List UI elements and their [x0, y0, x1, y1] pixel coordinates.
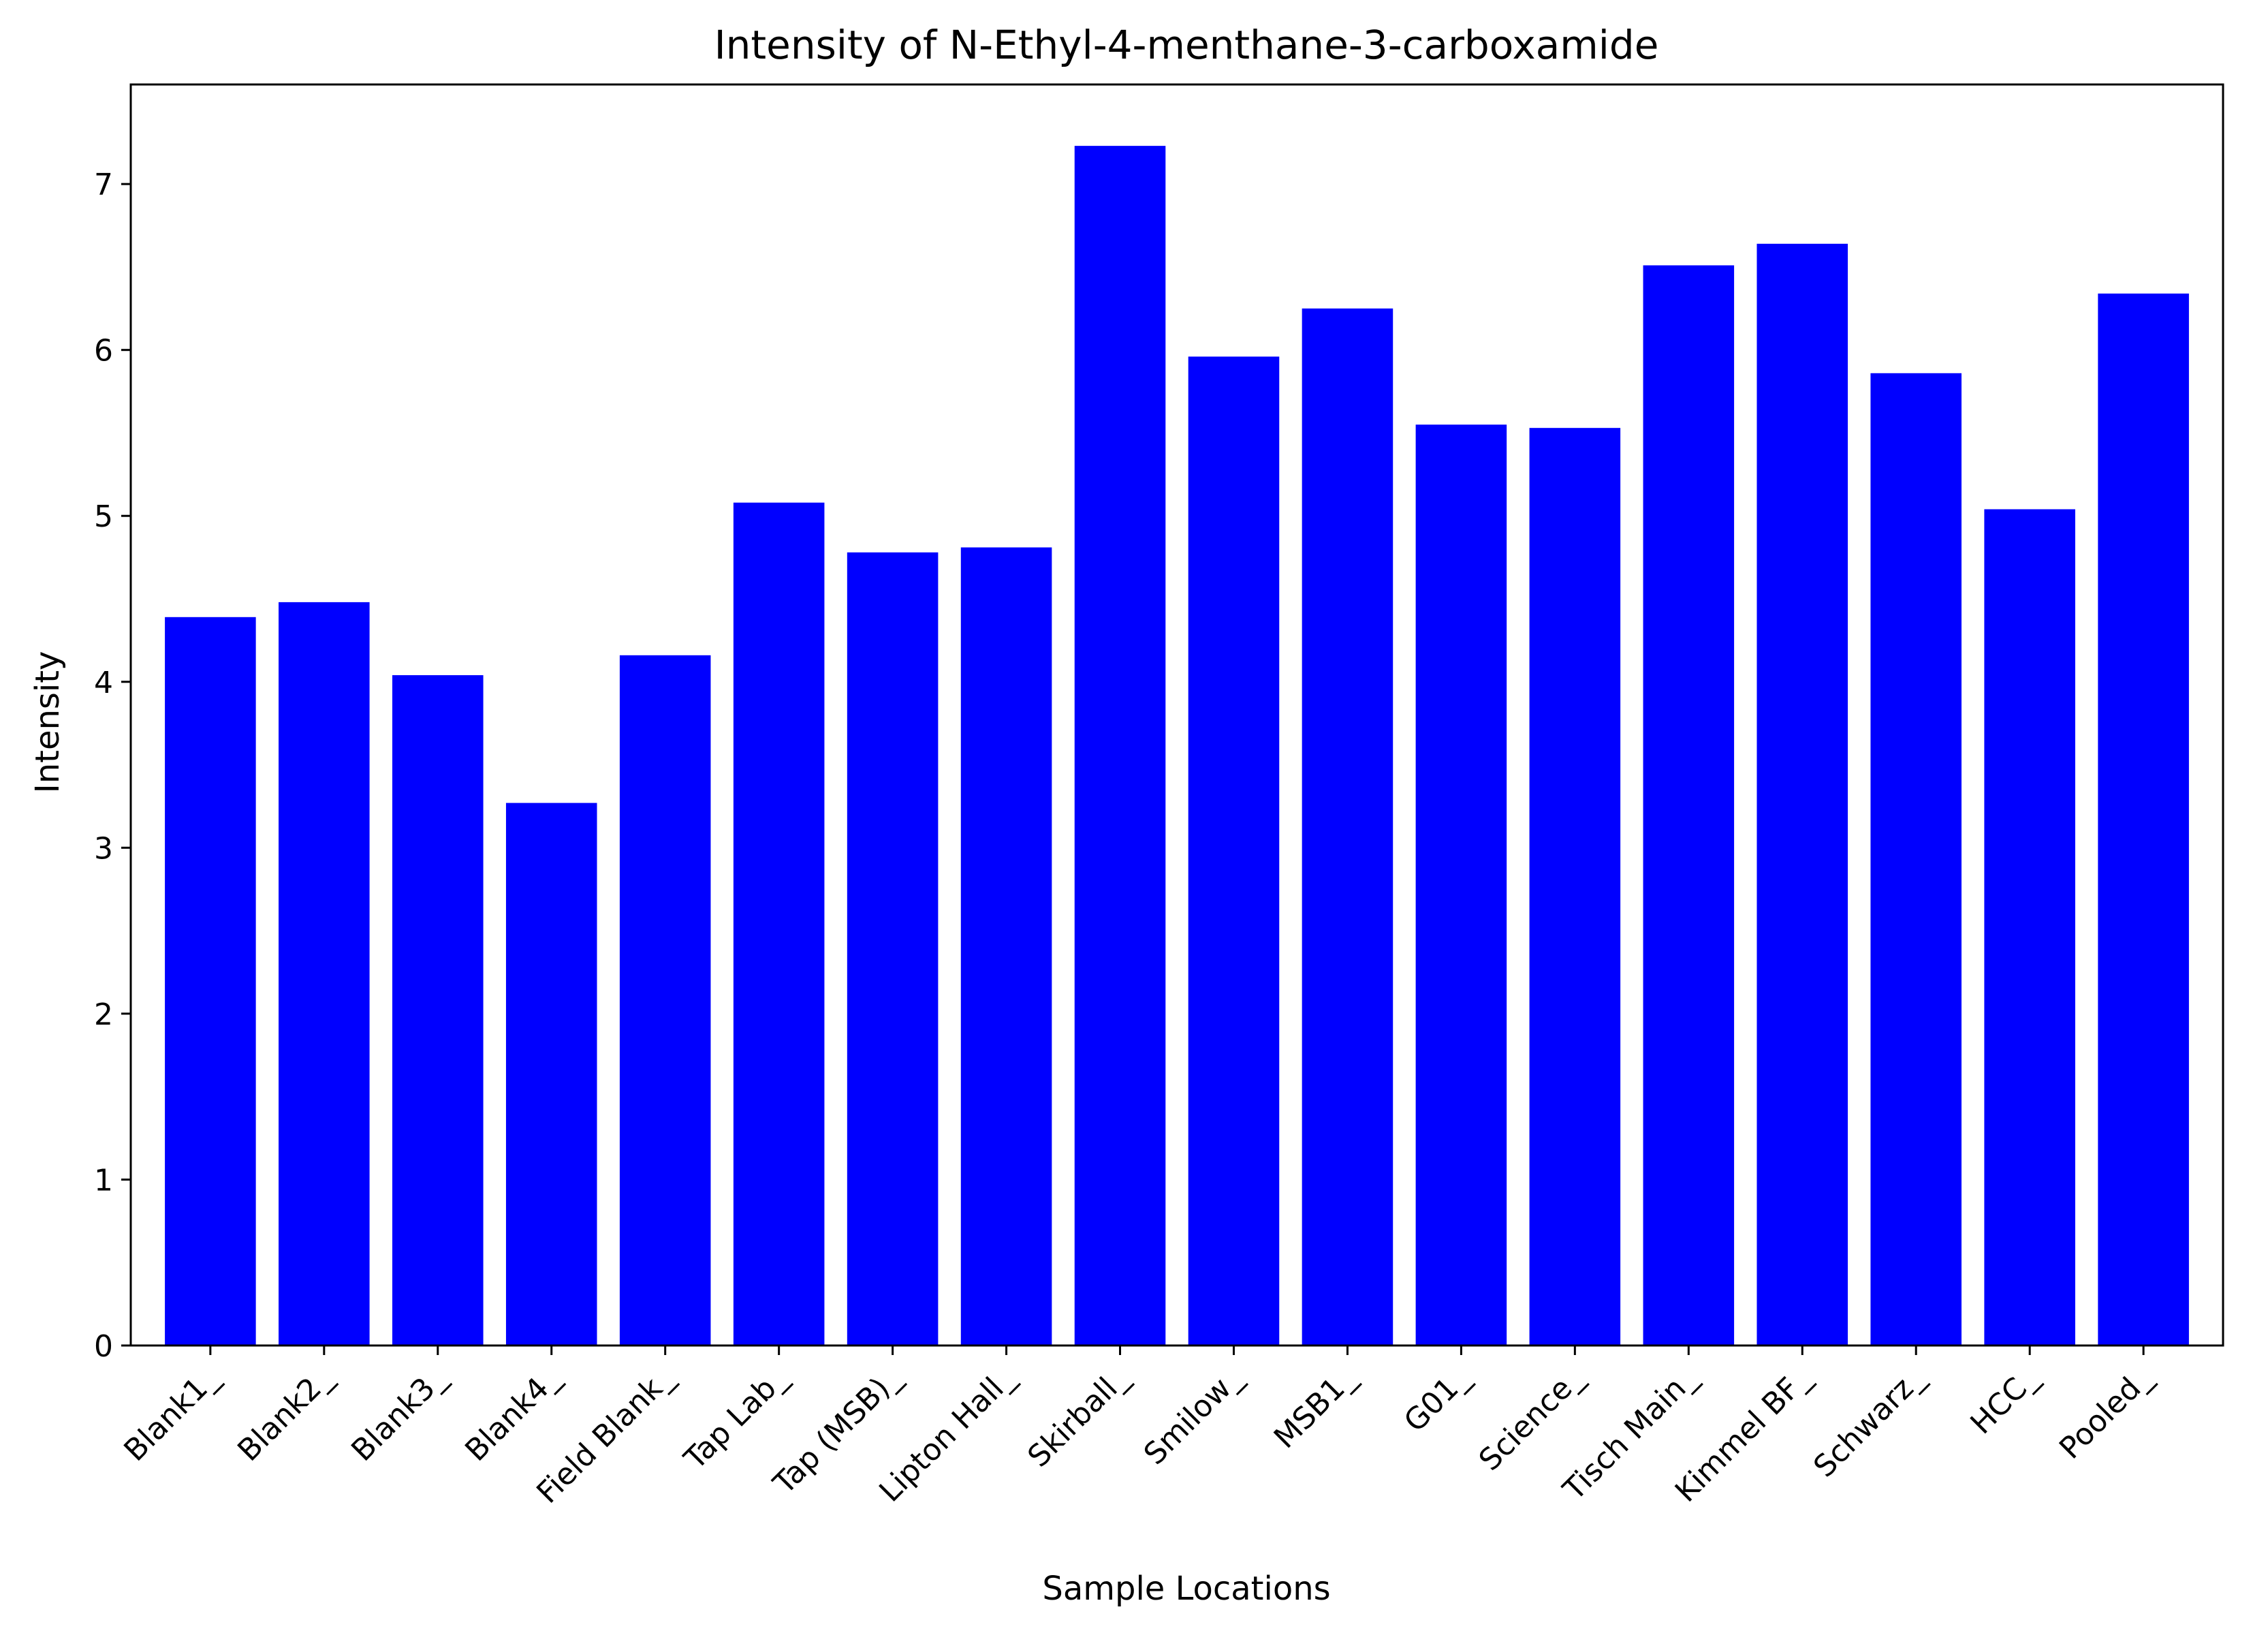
bar-2	[279, 602, 370, 1346]
x-tick-label: Blank3_	[345, 1360, 453, 1468]
x-tick-label: Blank4_	[458, 1360, 567, 1468]
bar-8	[960, 547, 1052, 1346]
y-tick-label: 0	[94, 1329, 113, 1364]
y-tick-label: 3	[94, 831, 113, 866]
bar-7	[847, 552, 939, 1346]
bar-5	[619, 655, 711, 1346]
x-tick-label: Schwarz_	[1807, 1360, 1932, 1484]
x-axis: Blank1_ Blank2_ Blank3_ Blank4_Field Blank_…	[117, 1346, 2159, 1510]
bar-6	[733, 502, 825, 1346]
bars-group	[165, 146, 2189, 1346]
x-axis-title: Sample Locations	[1042, 1570, 1330, 1608]
bar-9	[1074, 146, 1166, 1346]
plot-frame	[129, 83, 2224, 1347]
bar-18	[2098, 293, 2189, 1346]
y-axis-title: Intensity	[29, 651, 67, 794]
bar-17	[1984, 509, 2075, 1346]
x-tick-label: HCC_	[1964, 1360, 2045, 1441]
bar-13	[1529, 428, 1621, 1346]
bar-1	[165, 617, 256, 1346]
y-tick-label: 6	[94, 334, 113, 369]
x-tick-label: Skirball_	[1021, 1360, 1135, 1474]
y-axis: 0 1 2 3 4 5 6 7	[94, 168, 131, 1364]
bar-4	[505, 803, 597, 1346]
chart-title: Intensity of N-Ethyl-4-menthane-3-carbox…	[714, 22, 1659, 68]
x-tick-label: Blank2_	[231, 1360, 339, 1468]
y-tick-label: 4	[94, 666, 113, 700]
bar-16	[1870, 373, 1962, 1346]
x-tick-label: Tap Lab_	[677, 1360, 794, 1477]
x-tick-label: Pooled_	[2053, 1360, 2159, 1466]
x-tick-label: Science_	[1472, 1360, 1590, 1478]
x-tick-label: Blank1_	[117, 1360, 225, 1468]
x-tick-label: Smilow_	[1137, 1360, 1249, 1472]
bar-14	[1643, 265, 1735, 1346]
bar-15	[1757, 243, 1848, 1346]
x-tick-label: MSB1_	[1267, 1360, 1363, 1455]
bar-11	[1302, 308, 1393, 1346]
x-tick-label: G01_	[1398, 1360, 1477, 1439]
bar-3	[392, 675, 484, 1346]
y-tick-label: 2	[94, 997, 113, 1032]
bar-10	[1188, 356, 1280, 1346]
bar-12	[1415, 424, 1507, 1346]
y-tick-label: 7	[94, 168, 113, 202]
y-tick-label: 1	[94, 1163, 113, 1198]
y-tick-label: 5	[94, 499, 113, 534]
